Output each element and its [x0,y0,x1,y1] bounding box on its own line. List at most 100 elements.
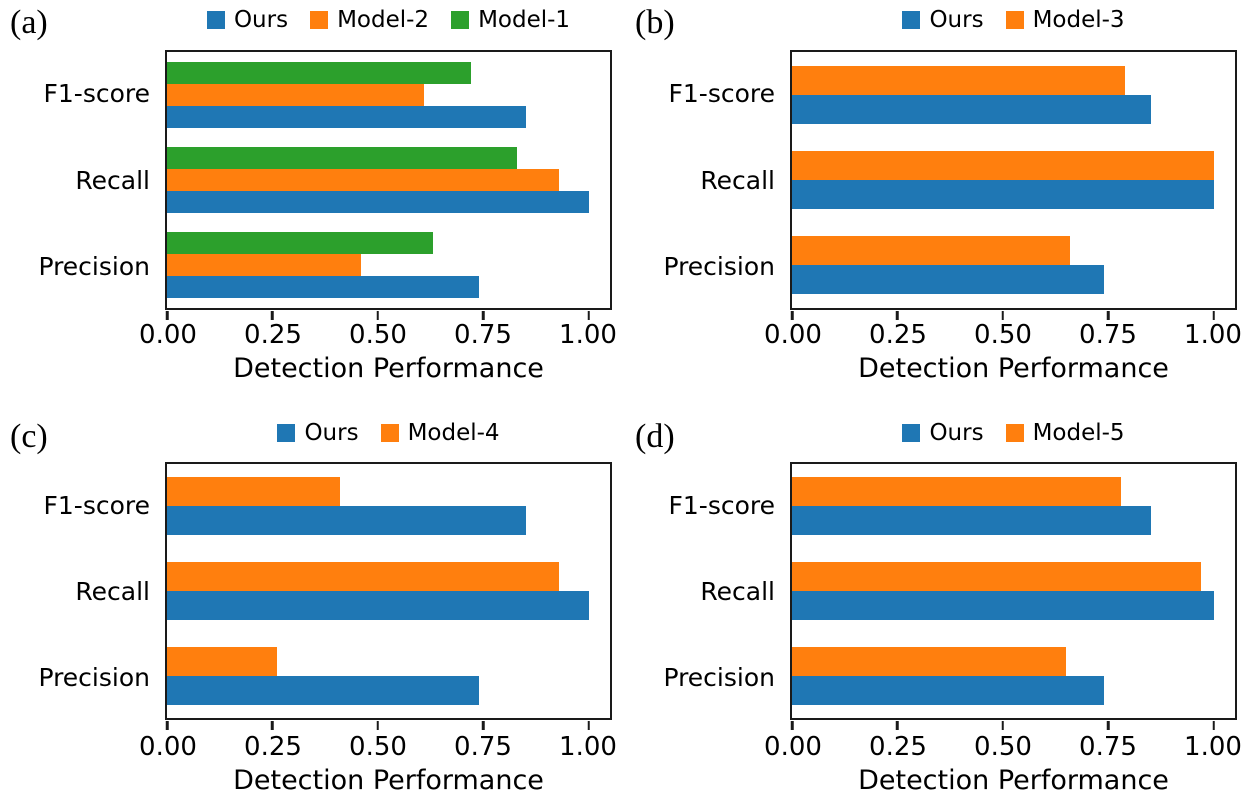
legend-d: Ours Model-5 [790,420,1237,446]
plot-area-c [165,462,612,730]
y-tick-label: Precision [38,662,150,692]
y-tick-label: Recall [700,576,775,606]
bar-group [792,223,1235,308]
x-tick-mark [1107,310,1110,320]
bar-group [167,633,610,718]
plot-area-d [790,462,1237,730]
legend-swatch-icon [277,424,296,442]
y-axis-labels-a: F1-score Recall Precision [0,50,150,310]
plot-area-b [790,50,1237,320]
x-tick-mark [482,310,485,320]
legend-swatch-icon [902,11,921,29]
bar-ours [167,591,589,620]
legend-swatch-icon [1005,11,1024,29]
x-tick-label: 0.25 [869,320,927,350]
x-tick-mark [165,310,169,320]
bar-ours [792,675,1105,705]
legend-swatch-icon [310,11,329,29]
x-tick-mark [1212,720,1216,730]
bar-model-2 [167,254,362,277]
x-axis-label-b: Detection Performance [858,353,1169,384]
legend-label: Model-5 [1032,420,1125,446]
bar-group [167,464,610,549]
x-tick-labels-c: 0.00 0.25 0.50 0.75 1.00 [139,732,617,766]
bar-model-5 [792,477,1122,507]
x-tick-mark [1001,310,1005,320]
x-tick-mark [1107,720,1110,730]
legend-swatch-icon [902,424,921,442]
panel-label-b: (b) [635,4,675,41]
bar-ours [167,190,589,213]
x-tick-label: 1.00 [1184,320,1242,350]
x-tick-label: 0.50 [974,320,1032,350]
x-tick-mark [482,720,485,730]
x-tick-mark [896,720,899,730]
x-tick-mark [376,310,380,320]
bar-model-1 [167,232,433,255]
legend-label: Ours [929,420,984,446]
legend-item: Model-2 [310,7,429,33]
y-axis-labels-c: F1-score Recall Precision [0,462,150,720]
bar-model-3 [792,236,1071,266]
bar-group [167,52,610,137]
bar-group [792,633,1235,718]
x-axis-label-c: Detection Performance [233,765,544,796]
x-tick-mark [896,310,899,320]
bar-model-4 [167,562,560,591]
x-tick-label: 0.50 [974,732,1032,762]
x-tick-label: 0.00 [139,320,197,350]
legend-item: Model-4 [380,420,500,446]
legend-label: Ours [929,7,984,33]
x-tick-labels-b: 0.00 0.25 0.50 0.75 1.00 [764,320,1242,354]
x-tick-mark [587,310,591,320]
chart-panel-a: (a) Ours Model-2 Model-1 F1-score Recall Pre… [0,0,625,400]
legend-swatch-icon [380,424,399,442]
x-axis-label-a: Detection Performance [233,353,544,384]
y-tick-label: F1-score [668,78,775,108]
x-tick-label: 0.75 [454,320,512,350]
legend-b: Ours Model-3 [790,7,1237,33]
x-tick-mark [376,720,380,730]
bar-model-5 [792,562,1202,591]
legend-item: Model-1 [451,7,570,33]
legend-c: Ours Model-4 [165,420,612,446]
x-tick-label: 0.00 [139,732,197,762]
plot-area-a [165,50,612,320]
bar-group [792,137,1235,222]
bar-model-5 [792,646,1067,676]
x-tick-mark [165,720,169,730]
x-axis-label-d: Detection Performance [858,765,1169,796]
bar-ours [792,179,1214,209]
y-axis-labels-d: F1-score Recall Precision [625,462,775,720]
panel-label-a: (a) [10,4,48,41]
bar-ours [792,265,1105,295]
bar-ours [792,591,1214,620]
legend-item: Model-3 [1005,7,1125,33]
x-tick-label: 1.00 [559,732,617,762]
bar-model-1 [167,146,518,169]
legend-swatch-icon [451,11,470,29]
panel-label-d: (d) [635,418,675,455]
legend-label: Ours [304,420,359,446]
legend-label: Model-4 [407,420,500,446]
bar-ours [167,105,526,128]
chart-panel-b: (b) Ours Model-3 F1-score Recall Precision … [625,0,1250,400]
bar-group [167,137,610,222]
x-tick-label: 0.75 [1079,320,1137,350]
panel-label-c: (c) [10,418,48,455]
x-tick-labels-a: 0.00 0.25 0.50 0.75 1.00 [139,320,617,354]
x-tick-label: 0.00 [764,732,822,762]
bar-ours [167,506,526,536]
legend-item: Model-5 [1005,420,1125,446]
x-tick-mark [1001,720,1005,730]
x-tick-mark [790,720,794,730]
y-tick-label: Recall [700,165,775,195]
x-tick-mark [271,720,274,730]
x-tick-label: 0.25 [869,732,927,762]
legend-a: Ours Model-2 Model-1 [165,7,612,33]
bar-ours [167,675,480,705]
x-tick-label: 1.00 [559,320,617,350]
x-tick-mark [790,310,794,320]
bar-group [167,549,610,634]
